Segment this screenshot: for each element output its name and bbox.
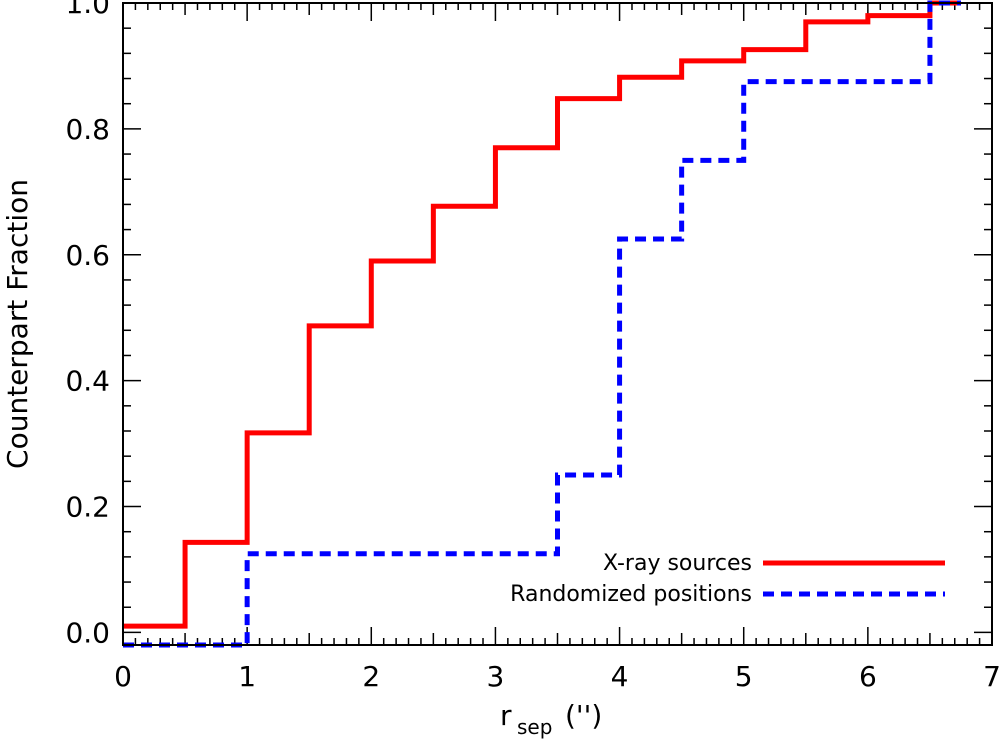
series-layer — [123, 0, 961, 648]
x-tick-label: 5 — [735, 660, 753, 693]
x-tick-label: 6 — [859, 660, 877, 693]
y-tick-labels: 0.0 0.2 0.4 0.6 0.8 1.0 — [65, 0, 110, 649]
y-tick-label: 0.2 — [65, 491, 110, 524]
y-axis-label: Counterpart Fraction — [1, 179, 34, 469]
y-tick-label: 0.6 — [65, 239, 110, 272]
series-line-xray-sources — [123, 0, 961, 629]
y-tick-label: 0.4 — [65, 365, 110, 398]
y-tick-label: 0.0 — [65, 616, 110, 649]
x-axis-label-unit: ('') — [565, 699, 602, 732]
x-tick-label: 1 — [238, 660, 256, 693]
series-line-randomized-positions — [123, 0, 961, 648]
x-axis-label-main: r — [500, 699, 512, 732]
x-tick-label: 2 — [362, 660, 380, 693]
plot-frame — [122, 2, 993, 646]
x-tick-label: 3 — [487, 660, 505, 693]
y-tick-label: 1.0 — [65, 0, 110, 20]
legend-label-xray: X-ray sources — [603, 551, 752, 576]
x-axis-label-subscript: sep — [517, 715, 552, 739]
x-tick-label: 0 — [114, 660, 132, 693]
legend: X-ray sources Randomized positions — [510, 551, 945, 607]
legend-label-random: Randomized positions — [510, 582, 752, 607]
x-tick-label: 7 — [983, 660, 1001, 693]
y-tick-label: 0.8 — [65, 113, 110, 146]
x-tick-labels: 0 1 2 3 4 5 6 7 — [114, 660, 1001, 693]
x-tick-label: 4 — [611, 660, 629, 693]
x-axis-label: r sep ('') — [500, 699, 602, 739]
